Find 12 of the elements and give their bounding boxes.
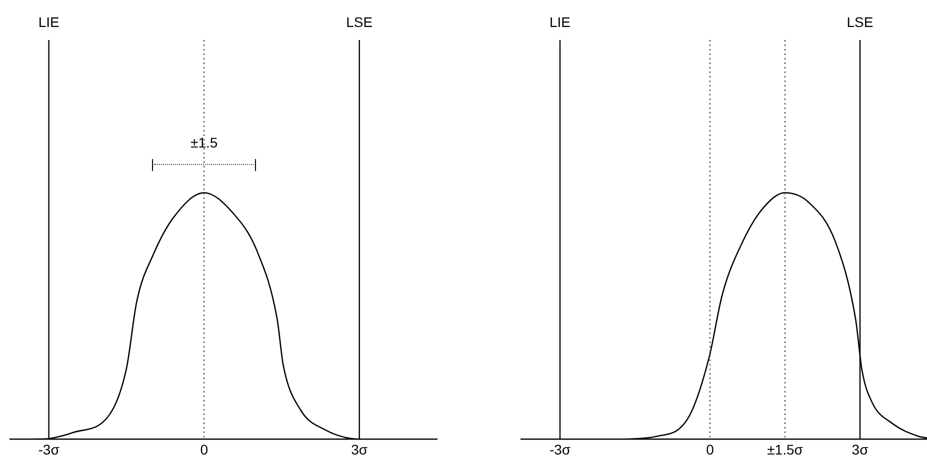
ref-line-label: LIE	[38, 14, 60, 30]
ref-line-label: LSE	[346, 14, 373, 30]
x-tick-label: 3σ	[852, 441, 869, 458]
x-tick-label: ±1.5σ	[767, 441, 804, 458]
ref-line-label: LIE	[549, 14, 571, 30]
x-tick-label: -3σ	[38, 441, 60, 458]
ref-line-label: LSE	[846, 14, 874, 30]
x-tick-label: -3σ	[549, 441, 571, 458]
annotation: ±1.5	[190, 134, 218, 150]
x-tick-label: 3σ	[351, 441, 368, 458]
x-tick-label: 0	[706, 441, 714, 458]
x-tick-label: 0	[200, 441, 208, 458]
